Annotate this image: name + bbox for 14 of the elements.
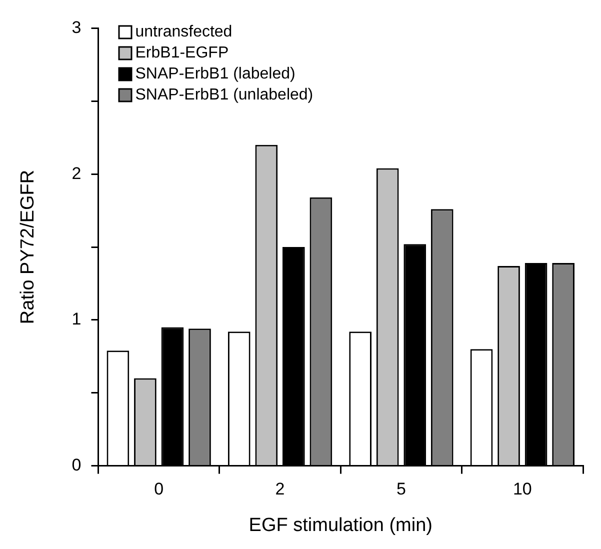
legend-label: ErbB1-EGFP [135, 44, 229, 62]
y-tick-label: 2 [72, 164, 82, 183]
y-tick-label: 1 [72, 310, 82, 329]
x-axis-title: EGF stimulation (min) [248, 514, 432, 536]
y-tick-label: 0 [72, 455, 82, 474]
x-tick-label: 2 [275, 480, 285, 499]
x-tick-label: 10 [512, 480, 532, 499]
x-tick-label: 5 [396, 480, 406, 499]
y-axis-title: Ratio PY72/EGFR [18, 170, 39, 324]
x-tick-label: 0 [154, 480, 164, 499]
legend-label: untransfected [135, 24, 232, 41]
y-tick-label: 3 [72, 18, 82, 37]
legend-label: SNAP-ErbB1 (labeled) [135, 66, 296, 83]
legend-label: SNAP-ErbB1 (unlabeled) [135, 86, 314, 104]
